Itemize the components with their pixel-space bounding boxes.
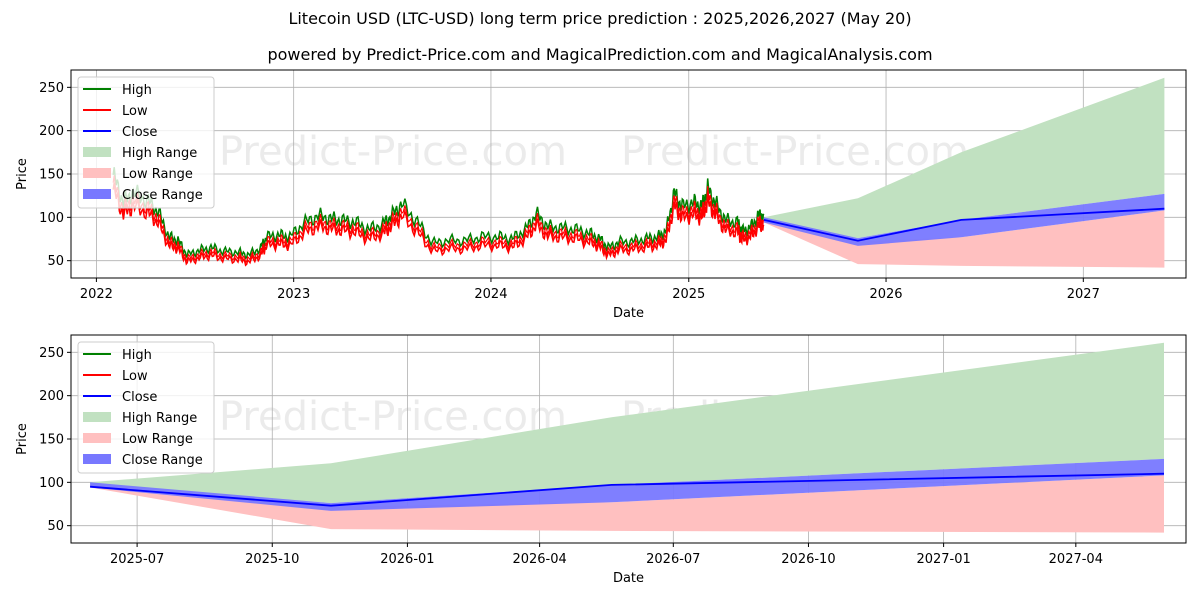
legend: High Low Close High Range Low Range Close Ran… bbox=[77, 76, 215, 209]
x-tick-label: 2026-07 bbox=[646, 552, 700, 567]
x-tick-label: 2026-10 bbox=[781, 552, 835, 567]
forecast-close-line bbox=[90, 472, 1165, 507]
chart-panel-top: Predict-Price.com Predict-Price.com 50 100 1… bbox=[15, 69, 1187, 321]
x-tick-label: 2027-04 bbox=[1049, 552, 1103, 567]
x-tick-label: 2025-10 bbox=[245, 552, 299, 567]
legend-label: Low Range bbox=[122, 432, 193, 447]
x-tick-label: 2025-07 bbox=[110, 552, 164, 567]
watermark-text: Predict-Price.com bbox=[219, 129, 567, 175]
chart-title: Litecoin USD (LTC-USD) long term price p… bbox=[288, 9, 912, 28]
low-range-band bbox=[90, 475, 1165, 533]
y-tick-label: 100 bbox=[39, 211, 64, 226]
history-low-line bbox=[112, 182, 765, 267]
legend-box bbox=[77, 341, 215, 474]
legend-label: High Range bbox=[122, 146, 197, 161]
legend-box bbox=[77, 76, 215, 209]
y-axis-label: Price bbox=[15, 158, 30, 190]
legend-label: High bbox=[122, 348, 152, 363]
y-axis-label: Price bbox=[15, 423, 30, 455]
x-tick-label: 2027-01 bbox=[916, 552, 970, 567]
chart-subtitle: powered by Predict-Price.com and Magical… bbox=[267, 45, 933, 64]
legend-label: High Range bbox=[122, 411, 197, 426]
y-tick-label: 150 bbox=[39, 433, 64, 448]
legend-label: Close bbox=[122, 390, 157, 405]
plot-area bbox=[90, 342, 1165, 533]
legend-label: Low Range bbox=[122, 167, 193, 182]
y-tick-label: 250 bbox=[39, 346, 64, 361]
chart-panel-bottom: Predict-Price.comPredict-Price.com501001… bbox=[15, 334, 1187, 586]
plot-area bbox=[112, 77, 1165, 268]
low-range-band bbox=[763, 210, 1165, 268]
watermark-text: Predict-Price.com bbox=[219, 394, 567, 440]
watermark-text: Predict-Price.com bbox=[621, 129, 969, 175]
x-tick-label: 2026-01 bbox=[380, 552, 434, 567]
x-tick-label: 2026 bbox=[869, 287, 902, 302]
x-tick-label: 2026-04 bbox=[512, 552, 566, 567]
legend-label: Close Range bbox=[122, 453, 203, 468]
forecast-close-line bbox=[763, 207, 1165, 242]
legend: High Low Close High Range Low Range Close Ran… bbox=[77, 341, 215, 474]
x-tick-label: 2022 bbox=[80, 287, 113, 302]
legend-label: Low bbox=[122, 369, 148, 384]
high-range-band bbox=[763, 77, 1165, 239]
y-tick-label: 200 bbox=[39, 389, 64, 404]
x-tick-label: 2024 bbox=[474, 287, 507, 302]
legend-swatch-patch bbox=[83, 433, 111, 443]
y-tick-label: 50 bbox=[47, 519, 64, 534]
x-axis-label: Date bbox=[613, 306, 644, 321]
y-tick-label: 100 bbox=[39, 476, 64, 491]
legend-label: Low bbox=[122, 104, 148, 119]
history-high-line bbox=[112, 167, 765, 260]
legend-swatch-patch bbox=[83, 189, 111, 199]
x-tick-label: 2025 bbox=[672, 287, 705, 302]
y-tick-label: 50 bbox=[47, 254, 64, 269]
high-range-band bbox=[90, 342, 1165, 504]
legend-label: High bbox=[122, 83, 152, 98]
legend-swatch-patch bbox=[83, 454, 111, 464]
history-close-line bbox=[112, 175, 765, 264]
y-tick-label: 200 bbox=[39, 124, 64, 139]
x-tick-label: 2027 bbox=[1067, 287, 1100, 302]
legend-swatch-patch bbox=[83, 412, 111, 422]
x-tick-label: 2023 bbox=[277, 287, 310, 302]
legend-label: Close Range bbox=[122, 188, 203, 203]
y-tick-label: 250 bbox=[39, 81, 64, 96]
legend-swatch-patch bbox=[83, 168, 111, 178]
legend-label: Close bbox=[122, 125, 157, 140]
legend-swatch-patch bbox=[83, 147, 111, 157]
x-axis-label: Date bbox=[613, 571, 644, 586]
y-tick-label: 150 bbox=[39, 168, 64, 183]
